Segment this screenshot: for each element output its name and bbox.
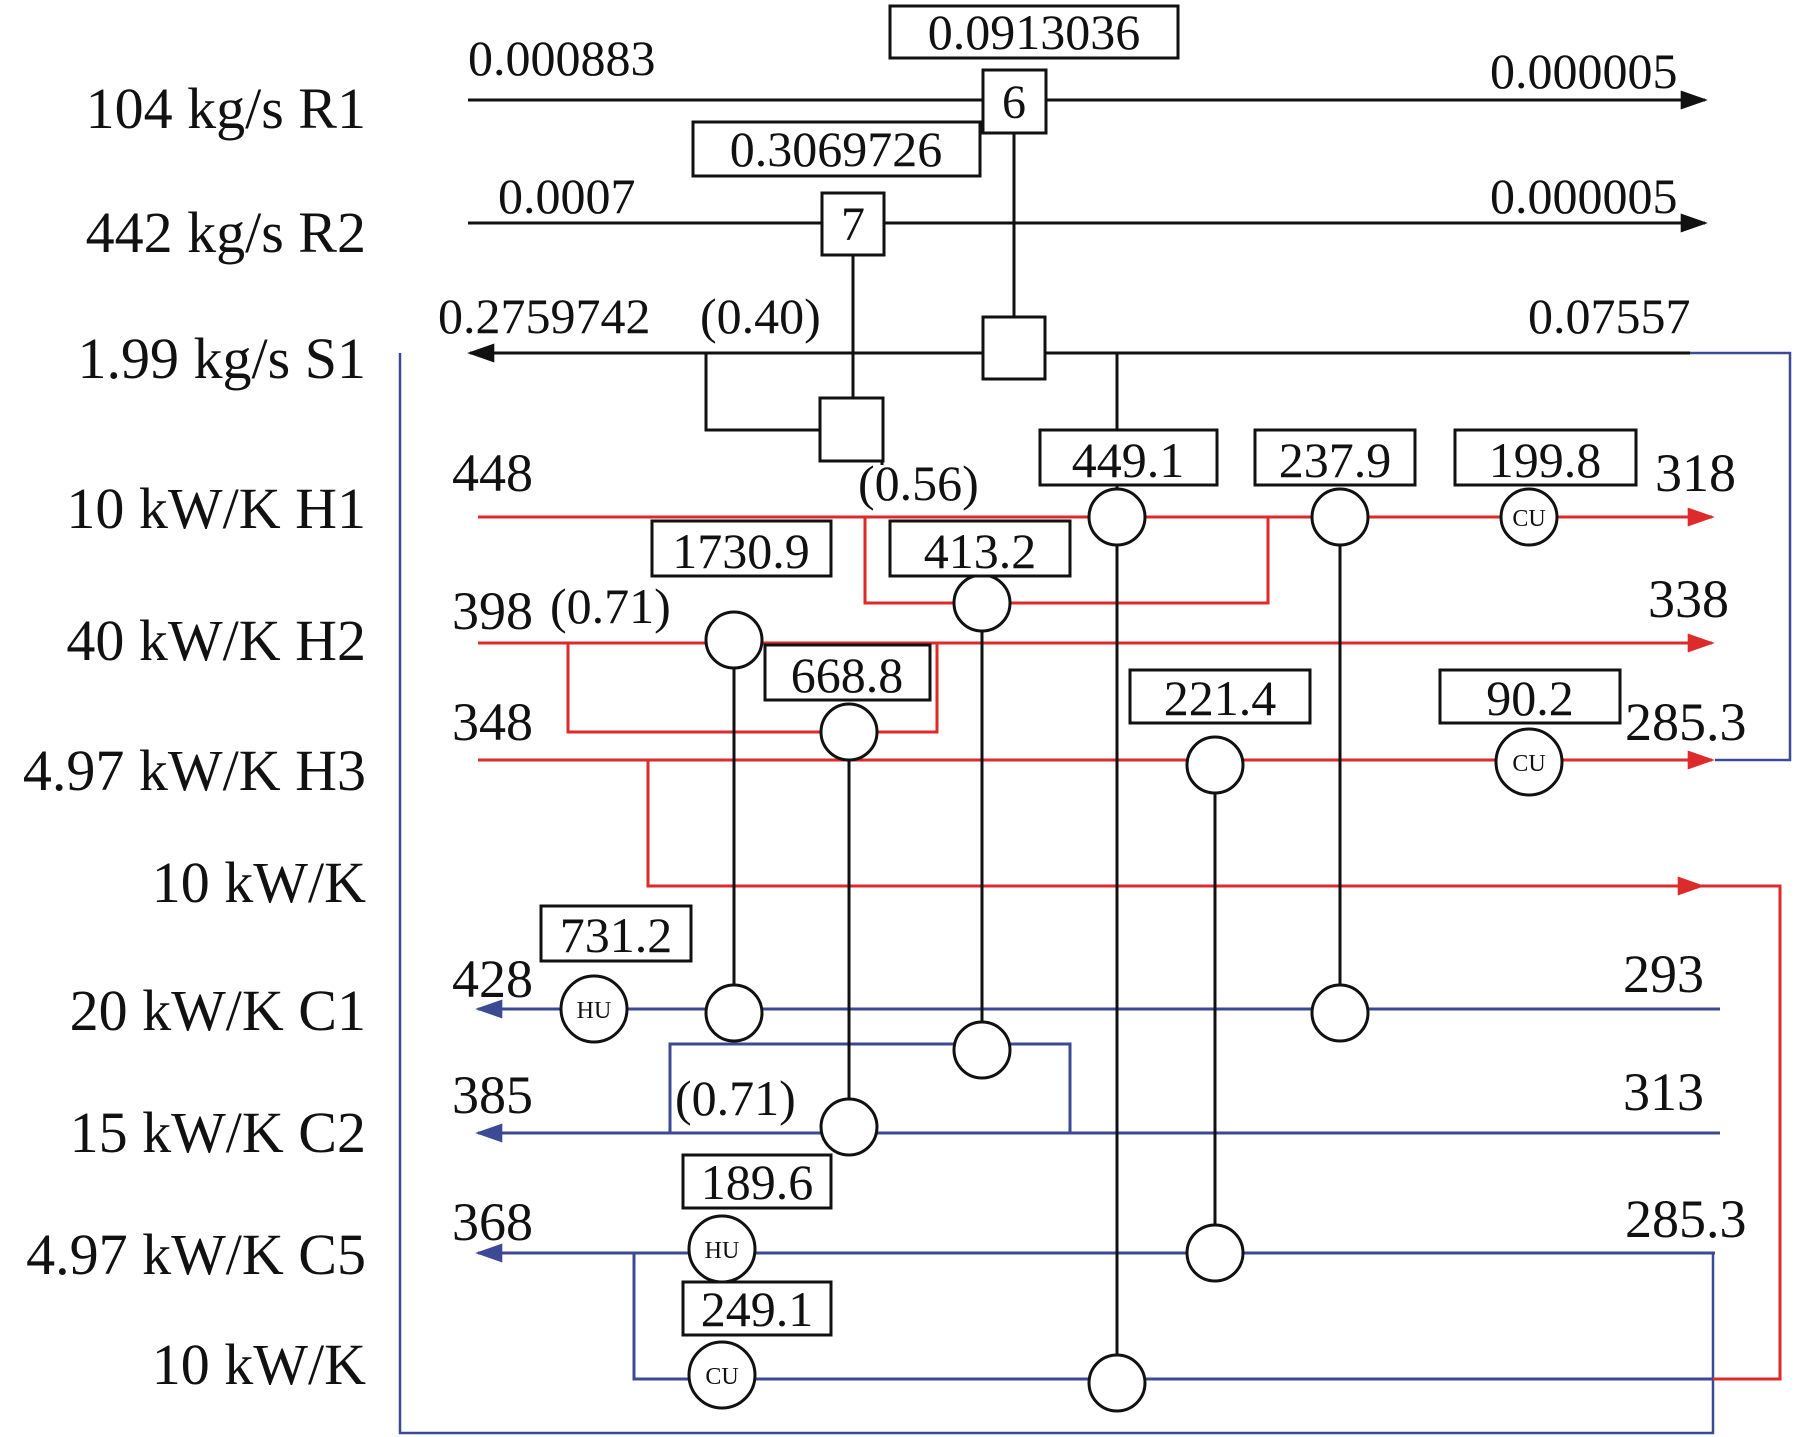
cooler-249-label: CU: [705, 1364, 738, 1390]
r1-inlet-concentration: 0.000883: [468, 30, 656, 86]
s1-heat-loop-right: [1690, 351, 1792, 762]
mass-exchanger-6-on-s1[interactable]: [981, 315, 1047, 381]
mass-exchanger-6-load: 0.0913036: [928, 4, 1141, 60]
row-label-r1: 104 kg/s R1: [86, 76, 366, 141]
h1-split-branch: [863, 517, 1270, 605]
mass-exchanger-7-on-r2[interactable]: [820, 191, 886, 257]
heat-load-box-199: [1453, 428, 1638, 487]
heat-exchanger-221-hot[interactable]: [1185, 735, 1245, 795]
heat-load-box-189: [681, 1153, 833, 1210]
c5-return-branch: [632, 1253, 1713, 1381]
row-label-h3: 4.97 kW/K H3: [23, 738, 366, 803]
heat-exchanger-221-cold[interactable]: [1185, 1223, 1245, 1283]
s1-inlet-concentration: 0.07557: [1528, 288, 1691, 344]
s1-split-fraction: (0.40): [700, 288, 821, 344]
row-label-c5: 4.97 kW/K C5: [26, 1222, 366, 1287]
h3-inlet-temp: 348: [452, 692, 533, 752]
h1-split-fraction: (0.56): [858, 455, 979, 511]
mass-exchanger-6-id: 6: [1002, 76, 1026, 129]
row-label-c1: 20 kW/K C1: [70, 978, 366, 1043]
c2-outlet-temp: 385: [452, 1065, 533, 1125]
r1-outlet-concentration: 0.000005: [1490, 43, 1678, 99]
heat-load-199: 199.8: [1489, 432, 1602, 488]
row-label-h4: 10 kW/K: [152, 850, 366, 915]
heat-load-box-449: [1038, 428, 1219, 487]
heat-load-668: 668.8: [791, 647, 904, 703]
heat-load-189: 189.6: [701, 1154, 814, 1210]
mass-exchanger-7-load: 0.3069726: [730, 121, 943, 177]
heat-exchanger-413-cold[interactable]: [952, 1020, 1012, 1080]
heat-load-box-90: [1438, 668, 1622, 725]
cooler-199-h1[interactable]: [1499, 487, 1559, 547]
h1-inlet-temp: 448: [452, 443, 533, 503]
c1-inlet-temp: 293: [1623, 944, 1704, 1004]
heater-731-c1[interactable]: [559, 974, 629, 1044]
heat-load-413: 413.2: [924, 523, 1037, 579]
c2-split-branch: [668, 1042, 1072, 1133]
heat-load-221: 221.4: [1164, 670, 1277, 726]
c2-split-fraction: (0.71): [675, 1070, 796, 1126]
heat-load-box-731: [539, 904, 693, 963]
cooler-249-c6[interactable]: [687, 1340, 757, 1410]
mass-exchanger-7-on-s1-branch[interactable]: [818, 396, 885, 463]
c5-outlet-temp: 368: [452, 1192, 533, 1252]
s1-split-branch: [704, 353, 820, 432]
heat-load-237: 237.9: [1279, 432, 1392, 488]
cooler-90-label: CU: [1512, 751, 1545, 777]
heat-exchanger-1730-hot[interactable]: [704, 610, 764, 670]
heat-load-box-1730: [650, 519, 833, 578]
heat-load-box-413: [888, 519, 1072, 578]
row-label-h1: 10 kW/K H1: [66, 476, 366, 541]
heat-load-1730: 1730.9: [672, 523, 810, 579]
cooler-199-label: CU: [1512, 506, 1545, 532]
r2-inlet-concentration: 0.0007: [498, 168, 636, 224]
c2-inlet-temp: 313: [1623, 1062, 1704, 1122]
row-label-c6: 10 kW/K: [152, 1332, 366, 1397]
r2-outlet-concentration: 0.000005: [1490, 168, 1678, 224]
h1-outlet-temp: 318: [1655, 443, 1736, 503]
h2-split-branch: [566, 643, 939, 734]
heat-exchanger-668-cold[interactable]: [819, 1097, 879, 1157]
h4-return-branch: [1702, 884, 1782, 1381]
c1-outlet-temp: 428: [452, 949, 533, 1009]
h2-outlet-temp: 338: [1648, 569, 1729, 629]
heat-load-731: 731.2: [560, 907, 673, 963]
heat-exchanger-1730-cold[interactable]: [704, 983, 764, 1043]
heat-load-box-249: [681, 1280, 833, 1337]
row-label-r2: 442 kg/s R2: [86, 200, 366, 265]
heat-load-box-668: [763, 643, 932, 702]
heat-exchanger-237-cold[interactable]: [1310, 983, 1370, 1043]
heat-exchanger-237-hot[interactable]: [1310, 487, 1370, 547]
heat-exchanger-413-hot[interactable]: [952, 573, 1012, 633]
h2-split-fraction: (0.71): [550, 578, 671, 634]
cooler-90-h3[interactable]: [1494, 727, 1564, 797]
mass-exchanger-6-load-box: [888, 4, 1180, 60]
heat-load-449: 449.1: [1072, 432, 1185, 488]
row-label-h2: 40 kW/K H2: [66, 608, 366, 673]
s1-outlet-concentration: 0.2759742: [438, 288, 651, 344]
mass-exchanger-7-load-box: [691, 120, 982, 178]
heat-exchanger-668-hot[interactable]: [819, 702, 879, 762]
heater-731-label: HU: [577, 998, 612, 1024]
h3-outlet-temp: 285.3: [1625, 692, 1747, 752]
heat-load-249: 249.1: [701, 1281, 814, 1337]
row-label-c2: 15 kW/K C2: [70, 1100, 366, 1165]
h2-inlet-temp: 398: [452, 581, 533, 641]
h3-bypass-branch: [646, 760, 1705, 896]
c5-inlet-temp: 285.3: [1625, 1189, 1747, 1249]
heater-189-label: HU: [705, 1238, 740, 1264]
heat-load-90: 90.2: [1486, 670, 1574, 726]
heat-load-box-221: [1128, 668, 1312, 725]
row-label-s1: 1.99 kg/s S1: [78, 326, 366, 391]
mass-exchanger-7-id: 7: [841, 198, 865, 251]
heat-exchanger-449-cold[interactable]: [1087, 1353, 1147, 1413]
heat-load-box-237: [1253, 428, 1417, 487]
mass-exchanger-6-on-r1[interactable]: [981, 68, 1048, 135]
heat-exchanger-449-hot[interactable]: [1087, 487, 1147, 547]
